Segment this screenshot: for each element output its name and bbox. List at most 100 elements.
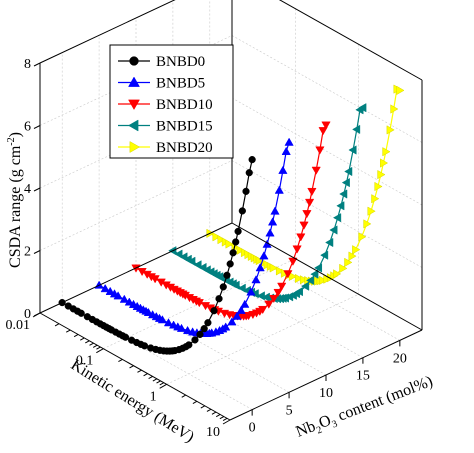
data-point: [215, 295, 223, 303]
content-tick-label: 20: [393, 351, 407, 366]
data-point: [339, 263, 348, 274]
data-point: [234, 227, 242, 235]
energy-tick-label: 0.1: [76, 354, 94, 369]
legend-marker: [127, 119, 139, 132]
data-point: [157, 315, 168, 324]
data-point: [240, 299, 250, 308]
energy-minor-tick: [206, 408, 212, 412]
content-tick-label: 0: [249, 421, 256, 436]
data-point: [251, 275, 261, 284]
energy-minor-tick: [96, 346, 101, 350]
data-point: [284, 137, 294, 146]
data-point: [310, 269, 319, 279]
data-point: [329, 225, 338, 235]
legend-item-bnbd5: BNBD5: [118, 76, 205, 92]
data-point: [232, 238, 240, 246]
frame-edge: [39, 312, 231, 421]
data-point: [226, 260, 234, 268]
data-point: [304, 198, 315, 208]
csda-tick-label: 6: [24, 120, 31, 135]
data-point: [248, 156, 256, 164]
data-point: [100, 283, 110, 293]
data-point: [113, 291, 123, 300]
data-point: [300, 281, 310, 291]
energy-minor-tick: [129, 365, 134, 369]
data-point: [377, 169, 386, 180]
csda-tick: [33, 250, 41, 254]
data-point: [264, 300, 274, 309]
energy-minor-tick: [192, 400, 198, 404]
data-point: [390, 104, 399, 114]
energy-minor-tick: [89, 342, 94, 346]
data-point: [302, 210, 312, 219]
legend-marker: [128, 76, 140, 87]
csda-tick: [33, 62, 41, 67]
data-point: [305, 275, 315, 286]
data-point: [231, 280, 240, 290]
data-point: [358, 103, 367, 113]
energy-minor-tick: [219, 416, 225, 420]
legend-marker: [129, 141, 141, 153]
csda-tick: [33, 125, 41, 129]
energy-minor-tick: [148, 375, 153, 380]
data-point: [294, 286, 303, 297]
content-tick-label: 5: [286, 403, 293, 418]
data-point: [363, 219, 372, 229]
energy-minor-tick: [159, 382, 165, 386]
data-point: [275, 266, 285, 276]
energy-minor-tick: [118, 358, 123, 363]
energy-minor-tick: [85, 340, 90, 344]
data-point: [382, 147, 391, 157]
energy-minor-tick: [73, 334, 79, 338]
data-point: [352, 124, 361, 135]
energy-minor-tick: [143, 373, 148, 377]
data-point: [210, 307, 218, 315]
data-point: [238, 207, 246, 215]
data-point: [339, 189, 348, 199]
data-point: [371, 194, 380, 204]
grid-line-content: [98, 35, 290, 393]
axes: 0 2 4 6 8 0.01 0.1 1 10 0 5 10 15 20: [6, 0, 423, 440]
data-point: [333, 269, 342, 279]
data-point: [344, 166, 353, 177]
data-point: [245, 169, 253, 177]
data-point: [212, 232, 221, 242]
data-point: [318, 127, 328, 136]
data-point: [140, 342, 149, 350]
csda-tick-label: 2: [24, 245, 31, 260]
legend-label: BNBD15: [156, 119, 213, 135]
legend-label: BNBD0: [156, 54, 205, 70]
data-point: [278, 165, 288, 174]
data-point: [274, 185, 284, 194]
legend-item-bnbd0: BNBD0: [118, 54, 205, 70]
frame-edge: [278, 0, 423, 81]
energy-tick: [222, 419, 231, 425]
data-point: [219, 283, 227, 291]
data-point: [124, 297, 134, 306]
data-point: [307, 187, 317, 197]
data-point: [163, 318, 174, 327]
legend-label: BNBD10: [156, 97, 213, 113]
data-point: [311, 166, 321, 175]
series-layer: [58, 84, 405, 355]
energy-minor-tick: [200, 405, 206, 409]
data-point: [176, 323, 187, 332]
data-point: [380, 158, 389, 168]
data-point: [229, 249, 237, 257]
data-point: [105, 286, 115, 295]
data-point: [255, 263, 265, 272]
data-point: [325, 237, 334, 248]
data-point: [374, 181, 383, 192]
data-point: [193, 260, 202, 270]
energy-minor-tick: [156, 380, 161, 384]
data-point: [313, 263, 323, 273]
data-point: [296, 233, 306, 242]
data-point: [348, 145, 357, 155]
csda-tick-label: 8: [24, 57, 31, 72]
data-point: [283, 270, 293, 279]
series-bnbd0: [58, 156, 256, 355]
data-point: [344, 257, 353, 268]
data-point: [121, 333, 130, 341]
legend-marker: [129, 56, 139, 66]
data-point: [332, 213, 342, 223]
